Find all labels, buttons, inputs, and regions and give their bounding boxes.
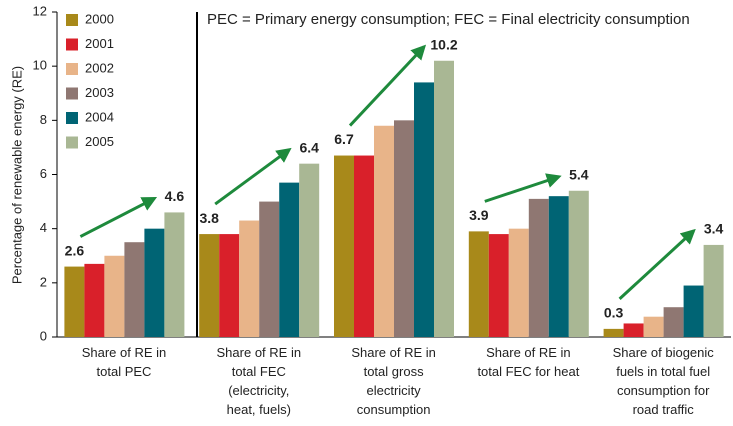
legend-label: 2003 xyxy=(85,85,114,100)
bar xyxy=(164,212,185,337)
y-tick-label: 10 xyxy=(33,58,47,73)
data-label: 2.6 xyxy=(65,242,85,258)
y-tick-label: 6 xyxy=(40,166,47,181)
data-label: 3.9 xyxy=(469,207,489,223)
legend-label: 2000 xyxy=(85,11,114,26)
bar xyxy=(568,190,589,337)
legend-swatch xyxy=(66,63,78,75)
y-tick-label: 2 xyxy=(40,274,47,289)
trend-arrow xyxy=(214,147,292,206)
legend-swatch xyxy=(66,136,78,149)
legend-label: 2005 xyxy=(85,134,114,149)
data-label: 4.6 xyxy=(165,188,185,204)
bar xyxy=(334,155,354,337)
bar xyxy=(124,242,145,337)
bar xyxy=(354,155,374,337)
y-tick-label: 4 xyxy=(40,220,47,235)
bar xyxy=(144,228,165,337)
data-label: 5.4 xyxy=(569,166,589,182)
bar xyxy=(239,220,260,337)
bar xyxy=(84,263,105,337)
data-label: 0.3 xyxy=(604,305,624,321)
x-tick-label: Share of biogenic fuels in total fuel co… xyxy=(612,345,714,417)
bar xyxy=(528,198,549,337)
trend-arrow xyxy=(348,44,427,127)
y-tick-label: 0 xyxy=(40,328,47,343)
trend-arrow xyxy=(79,197,158,238)
annotation: PEC = Primary energy consumption; FEC = … xyxy=(207,11,690,28)
bar xyxy=(468,231,489,337)
data-label: 3.8 xyxy=(199,210,219,226)
bar xyxy=(663,307,684,337)
legend-label: 2004 xyxy=(85,109,114,124)
bar xyxy=(683,285,704,337)
legend-label: 2002 xyxy=(85,60,114,75)
bar xyxy=(104,255,125,337)
trend-arrow xyxy=(618,228,696,300)
legend-swatch xyxy=(66,14,78,26)
legend-swatch xyxy=(66,38,78,51)
data-label: 6.7 xyxy=(334,131,354,147)
legend-swatch xyxy=(66,112,78,124)
bar xyxy=(643,316,664,337)
bar xyxy=(299,163,320,337)
bar xyxy=(374,125,394,337)
bar xyxy=(259,201,280,337)
bar xyxy=(603,328,624,337)
bar xyxy=(199,234,220,337)
data-label: 6.4 xyxy=(299,139,319,155)
bar xyxy=(434,60,454,337)
bar xyxy=(623,323,644,337)
bar xyxy=(488,234,509,337)
bar xyxy=(508,228,529,337)
x-tick-label: Share of RE in total gross electricity c… xyxy=(351,345,436,417)
data-label: 10.2 xyxy=(430,36,457,52)
legend-swatch xyxy=(66,87,78,100)
bar xyxy=(64,266,85,337)
y-axis-label: Percentage of renewable energy (RE) xyxy=(9,66,24,284)
y-tick-label: 12 xyxy=(33,3,47,18)
trend-arrow xyxy=(484,173,562,203)
y-tick-label: 8 xyxy=(40,112,47,127)
x-tick-label: Share of RE in total FEC (electricity, h… xyxy=(216,345,302,417)
legend-label: 2001 xyxy=(85,36,114,51)
x-tick-label: Share of RE in total FEC for heat xyxy=(477,345,580,379)
bar xyxy=(414,82,434,338)
bar xyxy=(703,244,724,337)
data-label: 3.4 xyxy=(704,221,724,237)
bar xyxy=(279,182,300,337)
bar xyxy=(219,234,240,337)
bar xyxy=(394,120,414,337)
x-tick-label: Share of RE in total PEC xyxy=(81,345,167,379)
bar xyxy=(548,196,569,337)
